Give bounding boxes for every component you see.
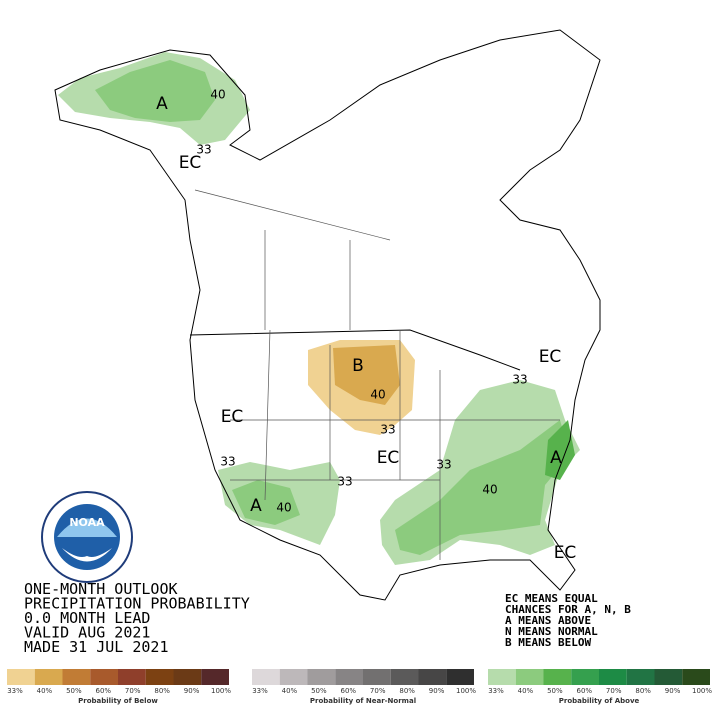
legend-swatch (62, 669, 91, 685)
legend-tick: 80% (154, 687, 170, 695)
legend-tick: 50% (311, 687, 327, 695)
region-label: 33 (380, 423, 395, 437)
legend-swatch (145, 669, 174, 685)
legend-swatch (90, 669, 118, 685)
legend-note: CHANCES FOR A, N, B (505, 603, 631, 616)
legend-tick: 90% (429, 687, 445, 695)
legend-tick: 70% (606, 687, 622, 695)
region-label: A (250, 496, 262, 516)
header-line: ONE-MONTH OUTLOOK (24, 580, 178, 598)
region-label: 33 (220, 455, 235, 469)
legend-swatch (390, 669, 419, 685)
region-label: 40 (210, 88, 225, 102)
legend-swatch (599, 669, 627, 685)
legend-tick: 100% (692, 687, 712, 695)
legend-swatch (252, 669, 280, 685)
header-line: PRECIPITATION PROBABILITY (24, 595, 250, 613)
region-label: 33 (436, 458, 451, 472)
legend-tick: 50% (66, 687, 82, 695)
legend-tick: 80% (635, 687, 651, 695)
header-line: MADE 31 JUL 2021 (24, 638, 169, 656)
region-label: EC (539, 347, 562, 367)
region-label: 33 (196, 143, 211, 157)
legend-tick: 40% (518, 687, 534, 695)
region-label: EC (377, 448, 400, 468)
legend-swatch (682, 669, 710, 685)
legend-swatch (654, 669, 683, 685)
legend-tick: 33% (488, 687, 504, 695)
legend-tick: 90% (184, 687, 200, 695)
region-label: 40 (370, 388, 385, 402)
legend-tick: 70% (125, 687, 141, 695)
region-label: 40 (482, 483, 497, 497)
legend-tick: 40% (37, 687, 53, 695)
legend-tick: 90% (665, 687, 681, 695)
legend-swatch (515, 669, 544, 685)
legend-caption: Probability of Near-Normal (310, 697, 416, 705)
legend-swatch (418, 669, 447, 685)
legend-tick: 80% (399, 687, 415, 695)
legend-tick: 60% (577, 687, 593, 695)
legend-tick: 50% (547, 687, 563, 695)
header-line: 0.0 MONTH LEAD (24, 609, 150, 627)
legend-tick: 60% (341, 687, 357, 695)
region-label: EC (554, 543, 577, 563)
legend-note: B MEANS BELOW (505, 636, 591, 649)
legend-swatch (543, 669, 572, 685)
legend-caption: Probability of Above (559, 697, 640, 705)
region-label: A (156, 94, 168, 114)
legend-swatch (626, 669, 655, 685)
legend-tick: 70% (370, 687, 386, 695)
legend-swatch (7, 669, 35, 685)
legend-swatch (488, 669, 516, 685)
region-label: 33 (512, 373, 527, 387)
legend-swatch (363, 669, 391, 685)
legend-swatch (118, 669, 146, 685)
legend-swatch (571, 669, 599, 685)
outlines (54, 29, 601, 601)
legend-note: EC MEANS EQUAL (505, 592, 598, 605)
legend-caption: Probability of Below (78, 697, 158, 705)
legend-tick: 33% (7, 687, 23, 695)
legend-swatch (446, 669, 474, 685)
noaa-logo: NOAA (41, 491, 133, 583)
legend-swatch (279, 669, 308, 685)
legend-tick: 33% (252, 687, 268, 695)
legend-tick: 100% (456, 687, 476, 695)
legend-tick: 40% (282, 687, 298, 695)
legend-note: A MEANS ABOVE (505, 614, 591, 627)
legend-swatch (34, 669, 63, 685)
region-label: EC (179, 153, 202, 173)
region-label: A (550, 448, 562, 468)
header-line: VALID AUG 2021 (24, 624, 150, 642)
region-label: B (352, 356, 364, 376)
region-label: 40 (276, 501, 291, 515)
legend-tick: 100% (211, 687, 231, 695)
shading (58, 52, 580, 565)
legend-swatch (201, 669, 229, 685)
legend-note: N MEANS NORMAL (505, 625, 598, 638)
region-label: 33 (337, 475, 352, 489)
legend-swatch (307, 669, 336, 685)
logo-text: NOAA (69, 516, 105, 529)
legend-swatch (335, 669, 363, 685)
legend-swatch (173, 669, 202, 685)
legend-tick: 60% (96, 687, 112, 695)
region-label: EC (221, 407, 244, 427)
